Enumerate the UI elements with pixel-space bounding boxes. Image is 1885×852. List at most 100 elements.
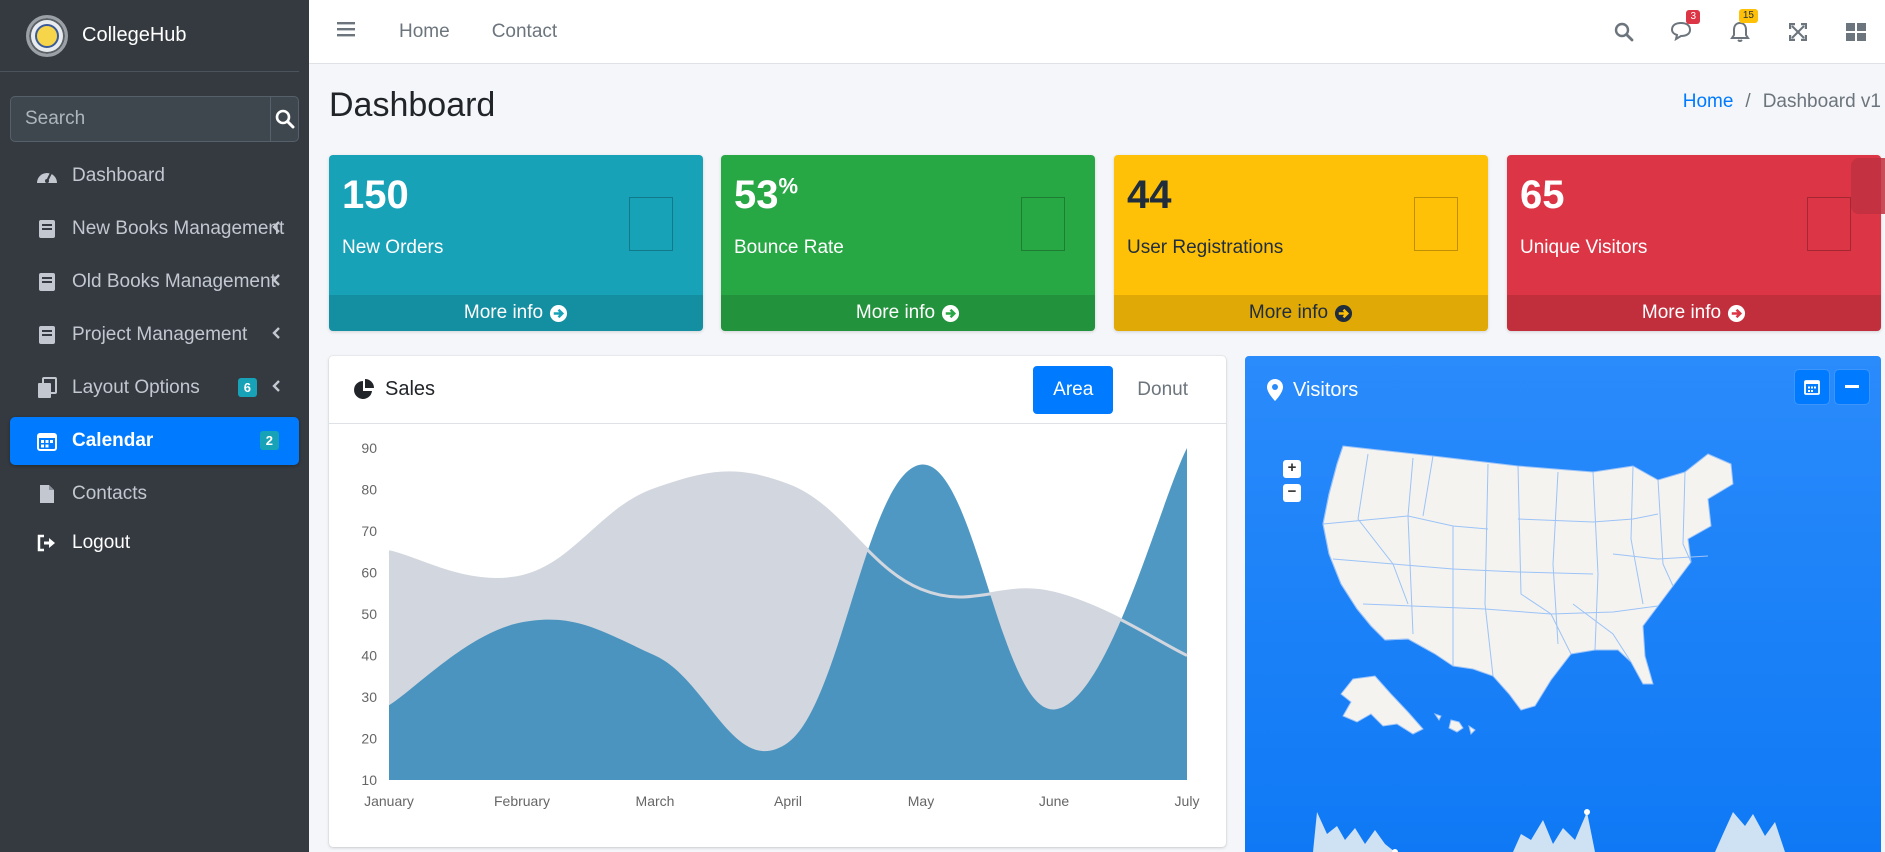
topnav-home-link[interactable]: Home	[399, 20, 450, 42]
y-tick-label: 20	[361, 731, 377, 747]
more-info-link[interactable]: More info	[721, 295, 1095, 331]
topbar-actions: 3 15	[1595, 0, 1885, 64]
sales-tabs: Area Donut	[1033, 366, 1208, 414]
stat-icon	[1021, 197, 1065, 251]
sidebar-item-dashboard[interactable]: Dashboard	[10, 152, 299, 200]
map-zoom-in-button[interactable]: +	[1283, 460, 1301, 478]
visitors-sparklines	[1313, 809, 1785, 852]
stat-value: 44	[1127, 173, 1172, 217]
date-range-button[interactable]	[1795, 370, 1829, 404]
tab-donut[interactable]: Donut	[1137, 379, 1188, 400]
brand-link[interactable]: CollegeHub	[0, 0, 299, 72]
y-tick-label: 90	[361, 440, 377, 456]
copy-icon	[36, 377, 58, 399]
arrow-circle-right-icon	[942, 304, 960, 322]
sidebar-item-label: Logout	[72, 532, 131, 553]
sidebar-search-input[interactable]	[11, 97, 270, 141]
stat-box-unique-visitors: 65 Unique Visitors More info	[1507, 155, 1881, 331]
bell-icon	[1730, 21, 1750, 42]
map-zoom-out-button[interactable]: −	[1283, 484, 1301, 502]
sidebar-item-layout-options[interactable]: Layout Options 6	[10, 364, 299, 412]
chart-pie-icon	[354, 378, 374, 399]
sidebar-nav: Dashboard New Books Management Old Books…	[10, 152, 299, 568]
search-icon	[275, 109, 294, 129]
y-tick-label: 50	[361, 606, 377, 622]
messages-button[interactable]: 3	[1653, 10, 1711, 42]
sign-out-icon	[36, 532, 58, 554]
y-tick-label: 40	[361, 648, 377, 664]
chevron-left-icon	[272, 380, 280, 392]
chevron-left-icon	[272, 274, 280, 286]
th-large-icon	[1846, 23, 1866, 41]
y-tick-label: 10	[361, 772, 377, 788]
sales-area-chart: 10 20 30 40 50 60 70 80 90 January February March Ap…	[361, 440, 1199, 809]
control-sidebar-tab[interactable]	[1851, 158, 1885, 214]
expand-icon	[1789, 23, 1807, 41]
arrow-circle-right-icon	[1335, 304, 1353, 322]
chevron-left-icon	[272, 221, 280, 233]
layout-options-badge: 6	[237, 378, 257, 397]
control-sidebar-button[interactable]	[1827, 23, 1885, 41]
series-line-1	[388, 471, 1188, 657]
sidebar-item-label: Old Books Management	[72, 271, 276, 292]
arrow-circle-right-icon	[1728, 304, 1746, 322]
search-icon	[1614, 22, 1634, 42]
book-icon	[36, 218, 58, 240]
x-tick-label: May	[908, 793, 934, 809]
brand-name: CollegeHub	[82, 24, 187, 46]
sidebar-search-button[interactable]	[270, 97, 298, 141]
breadcrumb: Home / Dashboard v1	[1682, 91, 1881, 112]
visitors-card-title: Visitors	[1293, 378, 1359, 401]
book-icon	[36, 324, 58, 346]
messages-badge: 3	[1686, 10, 1700, 24]
series-area-2	[389, 448, 1187, 780]
x-tick-label: April	[774, 793, 802, 809]
sidebar-item-new-books[interactable]: New Books Management	[10, 205, 299, 253]
sidebar-item-calendar[interactable]: Calendar 2	[10, 417, 299, 465]
sidebar-item-logout[interactable]: Logout	[10, 523, 299, 563]
fullscreen-button[interactable]	[1769, 23, 1827, 41]
tachometer-icon	[36, 165, 58, 187]
topnav-contact-link[interactable]: Contact	[491, 20, 558, 42]
usa-map[interactable]	[1313, 444, 1793, 754]
more-info-link[interactable]: More info	[329, 295, 703, 331]
sidebar-item-contacts[interactable]: Contacts	[10, 470, 299, 518]
y-tick-label: 30	[361, 689, 377, 705]
sidebar-item-project-management[interactable]: Project Management	[10, 311, 299, 359]
sales-card-header: Sales	[329, 356, 1226, 424]
stat-label: New Orders	[342, 237, 444, 258]
tab-area[interactable]: Area	[1033, 366, 1114, 414]
book-icon	[36, 271, 58, 293]
topbar-search-button[interactable]	[1595, 22, 1653, 42]
menu-toggle-icon[interactable]	[337, 21, 357, 42]
sales-card-title: Sales	[385, 378, 436, 400]
x-tick-label: March	[636, 793, 675, 809]
visitors-card-header: Visitors	[1245, 356, 1881, 424]
top-navbar: Home Contact 3 15	[309, 0, 1885, 64]
sidebar-search	[10, 96, 299, 142]
sidebar-item-label: Calendar	[72, 430, 154, 451]
stat-box-bounce-rate: 53% Bounce Rate More info	[721, 155, 1095, 331]
sidebar-item-label: New Books Management	[72, 218, 285, 239]
notifications-button[interactable]: 15	[1711, 9, 1769, 43]
minus-icon	[1845, 385, 1859, 388]
stat-label: Bounce Rate	[734, 237, 844, 258]
visitors-card: Visitors + −	[1245, 356, 1881, 852]
page-title: Dashboard	[329, 86, 496, 124]
more-info-link[interactable]: More info	[1507, 295, 1881, 331]
more-info-link[interactable]: More info	[1114, 295, 1488, 331]
stat-box-user-registrations: 44 User Registrations More info	[1114, 155, 1488, 331]
calendar-badge: 2	[259, 431, 279, 450]
sidebar-item-old-books[interactable]: Old Books Management	[10, 258, 299, 306]
collapse-button[interactable]	[1835, 370, 1869, 404]
breadcrumb-home-link[interactable]: Home	[1682, 91, 1734, 112]
chevron-left-icon	[272, 327, 280, 339]
sales-card: Sales Area Donut 10 20 30 40 50 60 70 80 90 Janua…	[329, 356, 1226, 847]
comments-icon	[1670, 22, 1692, 42]
stat-value: 150	[342, 173, 409, 217]
calendar-icon	[1804, 380, 1820, 395]
stat-box-new-orders: 150 New Orders More info	[329, 155, 703, 331]
x-tick-label: February	[494, 793, 550, 809]
notifications-badge: 15	[1738, 9, 1758, 23]
visitors-card-tools	[1795, 370, 1869, 404]
